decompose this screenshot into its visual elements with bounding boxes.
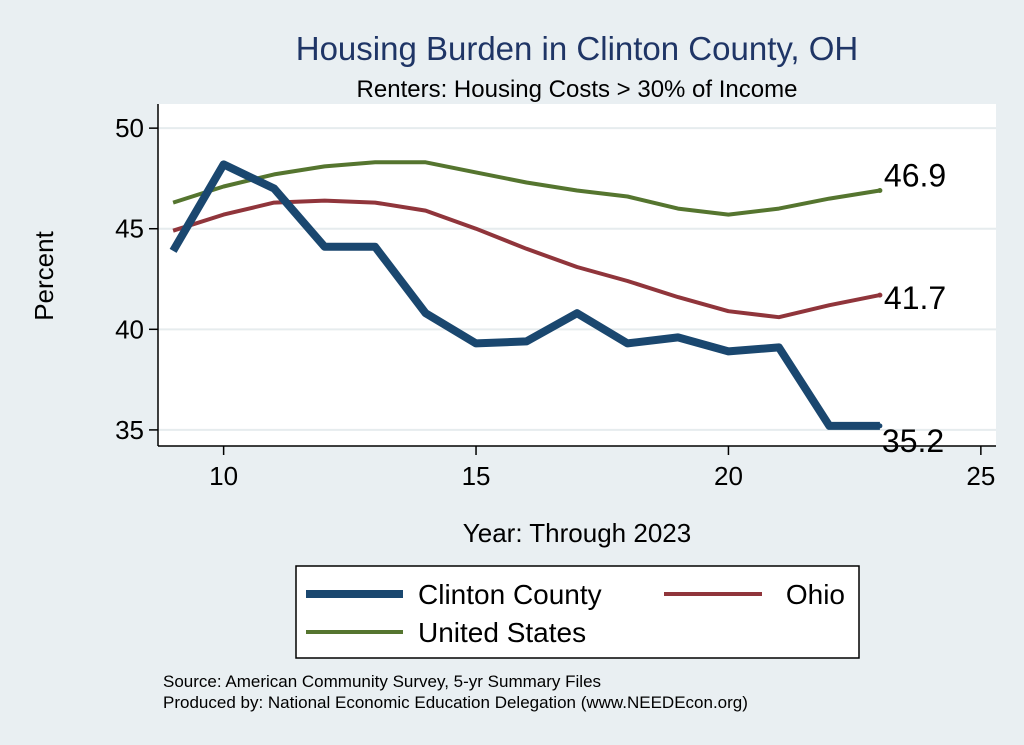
y-tick-label-0: 35 <box>115 415 144 445</box>
y-tick-label-3: 50 <box>115 113 144 143</box>
end-point-united-states <box>877 188 883 194</box>
end-labels: 46.9 41.7 35.2 <box>882 158 946 459</box>
chart-title: Housing Burden in Clinton County, OH <box>296 30 859 67</box>
legend: Clinton County Ohio United States <box>306 579 845 648</box>
end-label-ohio: 41.7 <box>884 280 946 316</box>
source-note: Source: American Community Survey, 5-yr … <box>163 672 601 691</box>
legend-label-united-states: United States <box>418 617 586 648</box>
series-line-clinton-county <box>169 160 880 430</box>
legend-label-clinton-county: Clinton County <box>418 579 602 610</box>
y-tick-label-1: 40 <box>115 314 144 344</box>
producer-note: Produced by: National Economic Education… <box>163 693 748 712</box>
series-lines <box>169 160 883 430</box>
axes: 35 40 45 50 10 15 20 25 <box>115 104 996 491</box>
legend-box <box>295 565 860 659</box>
end-point-clinton-county <box>877 423 883 429</box>
series-line-united-states <box>172 160 881 217</box>
y-tick-label-2: 45 <box>115 214 144 244</box>
x-tick-label-3: 25 <box>966 461 995 491</box>
plot-area <box>158 104 996 446</box>
end-label-united-states: 46.9 <box>884 158 946 194</box>
x-tick-label-0: 10 <box>209 461 238 491</box>
y-axis-title: Percent <box>29 230 59 320</box>
end-point-ohio <box>877 292 883 298</box>
legend-label-ohio: Ohio <box>786 579 845 610</box>
x-tick-label-1: 15 <box>462 461 491 491</box>
x-tick-label-2: 20 <box>714 461 743 491</box>
end-label-clinton-county: 35.2 <box>882 423 944 459</box>
chart-subtitle: Renters: Housing Costs > 30% of Income <box>357 76 798 103</box>
grid-lines <box>158 127 996 431</box>
x-axis-title: Year: Through 2023 <box>463 518 691 548</box>
